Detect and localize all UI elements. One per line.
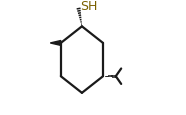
Text: SH: SH xyxy=(80,0,97,13)
Polygon shape xyxy=(50,41,61,46)
